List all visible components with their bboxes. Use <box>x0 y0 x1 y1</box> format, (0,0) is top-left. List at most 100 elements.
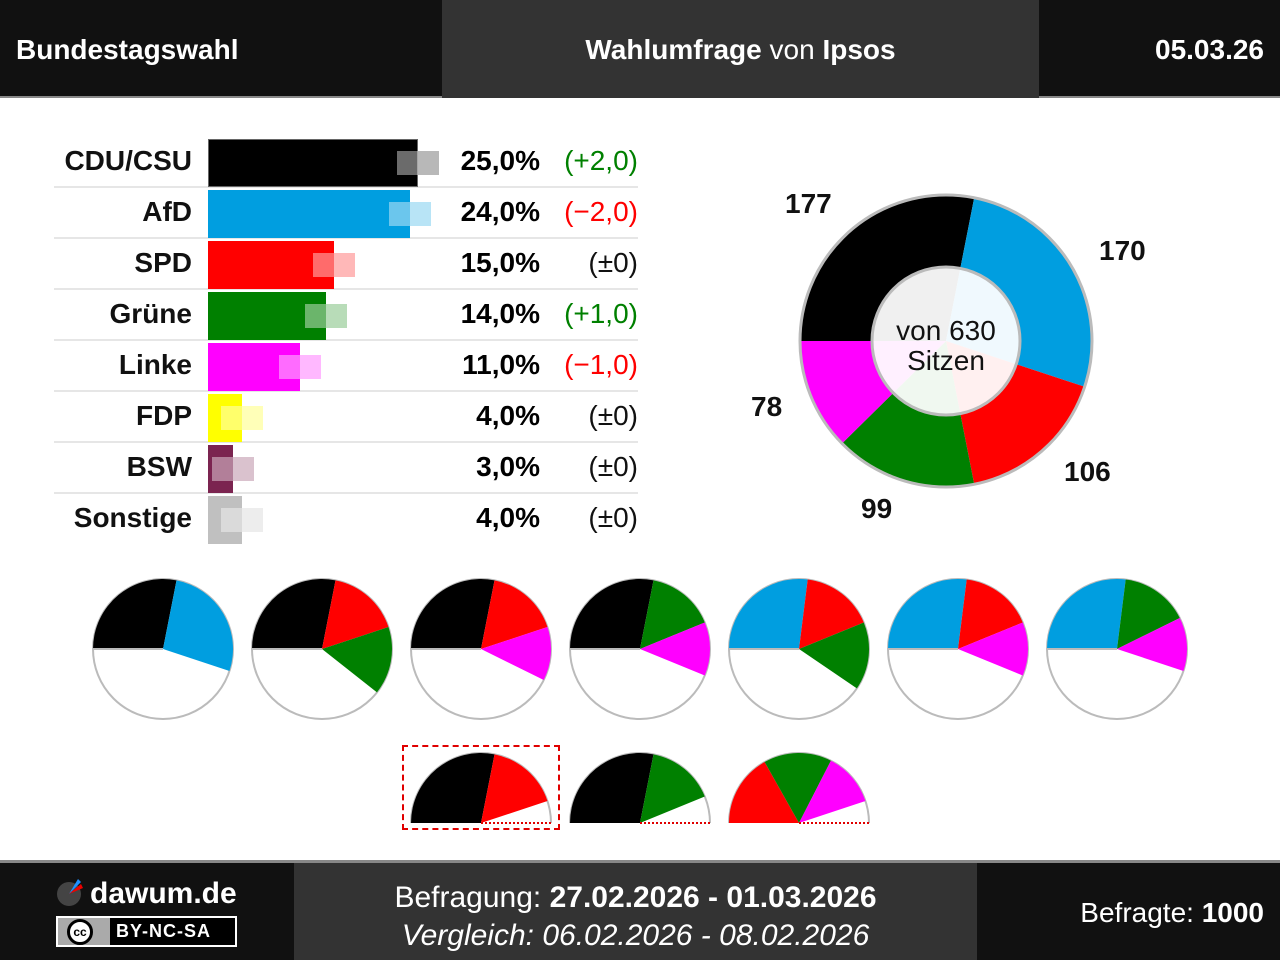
previous-value-marker <box>279 355 301 379</box>
party-row: CDU/CSU 25,0% (+2,0) <box>54 137 638 188</box>
party-bar <box>208 496 242 544</box>
coalition-segment <box>252 579 336 649</box>
previous-value-marker-outer <box>241 508 263 532</box>
coalition-segment <box>570 579 654 649</box>
party-change: (±0) <box>588 502 638 533</box>
coalition-segment <box>799 622 869 689</box>
survey-dates: 27.02.2026 - 01.03.2026 <box>549 881 877 914</box>
previous-value-marker <box>304 304 326 328</box>
coalition-segment <box>640 580 705 649</box>
coalition-segment <box>481 580 548 649</box>
party-bar <box>208 190 410 238</box>
coalition-segment <box>481 754 548 823</box>
party-name: Sonstige <box>73 502 192 533</box>
party-percent: 15,0% <box>460 247 540 278</box>
seat-total-number: von 630 <box>896 315 996 346</box>
party-percent: 24,0% <box>460 196 540 227</box>
previous-value-marker-outer <box>325 304 347 328</box>
party-bar <box>208 343 301 391</box>
coalition-segment <box>888 579 967 649</box>
party-row: BSW 3,0% (±0) <box>54 443 638 494</box>
coalition-segment <box>93 579 177 649</box>
party-row: AfD 24,0% (−2,0) <box>54 188 638 239</box>
previous-value-marker-outer <box>300 355 322 379</box>
election-title: Bundestagswahl <box>16 34 239 65</box>
coalition-segment <box>163 580 233 671</box>
coalition-segment <box>729 762 799 823</box>
previous-value-marker <box>220 508 242 532</box>
coalition-segment <box>1047 579 1126 649</box>
respondents-label: Befragte: <box>1080 897 1202 928</box>
brand-name: dawum.de <box>90 877 237 910</box>
party-name: SPD <box>134 247 192 278</box>
party-bar <box>208 139 418 187</box>
survey-info: Befragung: 27.02.2026 - 01.03.2026 Vergl… <box>294 863 977 960</box>
party-change: (−1,0) <box>564 349 638 380</box>
cc-icon: cc <box>67 919 93 945</box>
party-change: (±0) <box>588 451 638 482</box>
previous-value-marker-outer <box>418 151 439 175</box>
license-text: BY-NC-SA <box>116 921 212 941</box>
seat-label-gruene: 99 <box>861 493 893 524</box>
seat-label-afd: 170 <box>1099 235 1146 266</box>
party-change: (±0) <box>588 247 638 278</box>
party-change: (±0) <box>588 400 638 431</box>
respondents-count: 1000 <box>1201 897 1264 928</box>
previous-value-marker <box>397 151 418 175</box>
donut-center <box>870 265 1022 417</box>
poll-date: 05.03.26 <box>1155 34 1264 65</box>
party-name: Linke <box>118 349 192 380</box>
party-row: Grüne 14,0% (+1,0) <box>54 290 638 341</box>
party-percent: 4,0% <box>476 502 540 533</box>
coalition-segment <box>958 579 1023 649</box>
coalition-segment <box>570 753 654 823</box>
seat-label-cdu: 177 <box>785 188 832 219</box>
coalition-segment <box>958 622 1028 676</box>
party-bar <box>208 445 234 493</box>
party-row: SPD 15,0% (±0) <box>54 239 638 290</box>
survey-period: Befragung: 27.02.2026 - 01.03.2026 <box>294 879 977 917</box>
party-percent: 3,0% <box>476 451 540 482</box>
previous-value-marker-outer <box>233 457 255 481</box>
previous-value-marker <box>313 253 334 277</box>
selected-coalition-frame[interactable] <box>402 745 560 830</box>
party-change: (−2,0) <box>564 196 638 227</box>
seat-total-unit: Sitzen <box>907 345 985 376</box>
donut-outline <box>798 193 1094 489</box>
seat-label-spd: 106 <box>1064 456 1111 487</box>
coalition-segment <box>481 627 551 680</box>
poll-title: Wahlumfrage von Ipsos <box>442 0 1039 98</box>
footer: dawum.de cc BY-NC-SA Befragung: 27.02.20… <box>0 860 1280 960</box>
coalition-segment <box>764 753 831 823</box>
brand-logo[interactable]: dawum.de <box>56 877 237 911</box>
party-percent: 4,0% <box>476 400 540 431</box>
party-bar <box>208 394 242 442</box>
poll-title-connector: von <box>761 34 823 65</box>
comparison-period: Vergleich: 06.02.2026 - 08.02.2026 <box>401 919 870 952</box>
survey-label: Befragung: <box>394 881 550 914</box>
coalition-segment <box>729 579 808 649</box>
poll-title-word: Wahlumfrage <box>585 34 762 65</box>
previous-value-marker <box>388 202 410 226</box>
party-change: (+1,0) <box>564 298 638 329</box>
party-percent: 11,0% <box>462 349 540 380</box>
header: Bundestagswahl Wahlumfrage von Ipsos 05.… <box>0 0 1280 98</box>
seat-label-linke: 78 <box>751 391 783 422</box>
party-change: (+2,0) <box>564 145 638 176</box>
coalition-segment <box>411 579 495 649</box>
party-percent: 14,0% <box>460 298 540 329</box>
license-badge[interactable]: cc BY-NC-SA <box>56 916 237 947</box>
previous-value-marker <box>220 406 242 430</box>
coalition-segment <box>322 580 389 649</box>
party-row: Linke 11,0% (−1,0) <box>54 341 638 392</box>
seat-total: von 630 Sitzen <box>871 316 1021 376</box>
party-bar <box>208 241 334 289</box>
coalition-segment <box>640 754 705 823</box>
coalition-segment <box>1117 618 1187 671</box>
previous-value-marker <box>212 457 234 481</box>
party-percent: 25,0% <box>460 145 540 176</box>
party-row: FDP 4,0% (±0) <box>54 392 638 443</box>
previous-value-marker-outer <box>409 202 431 226</box>
coalition-segment <box>322 627 393 693</box>
